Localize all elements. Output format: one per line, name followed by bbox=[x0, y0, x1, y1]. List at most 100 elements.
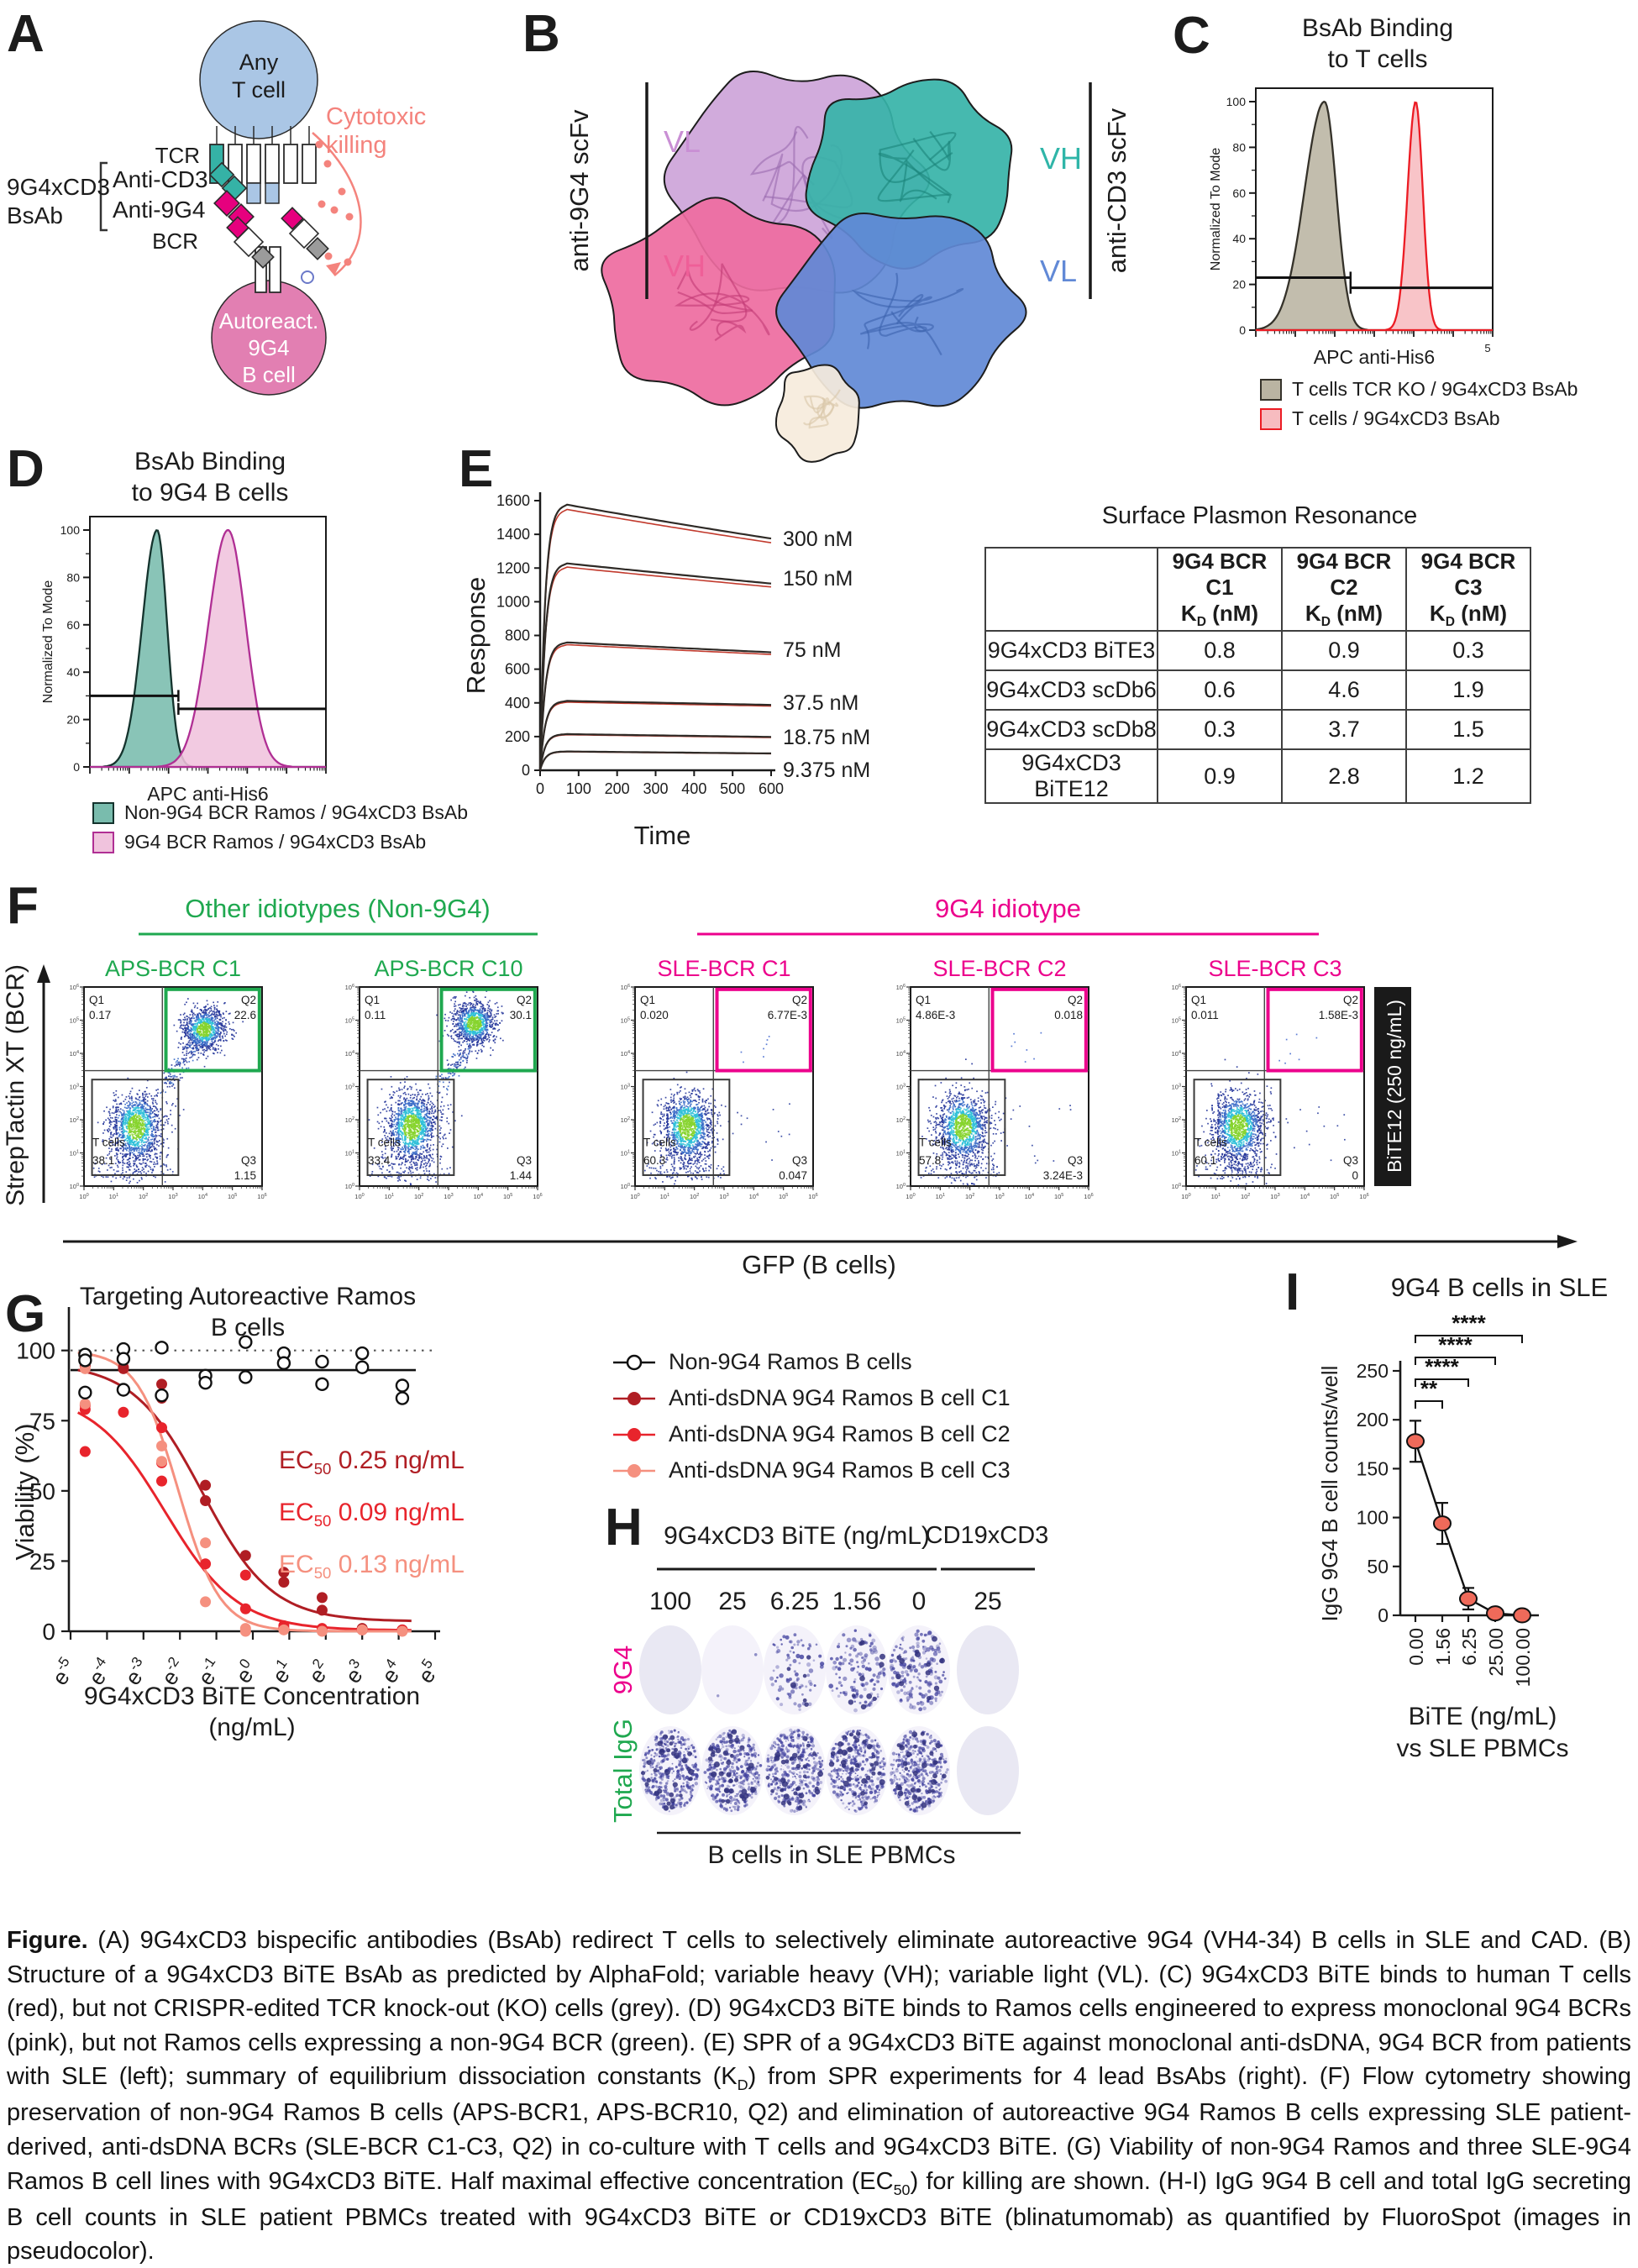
svg-text:500: 500 bbox=[720, 780, 745, 797]
legend-swatch bbox=[92, 831, 114, 853]
spr-kd-value: 1.2 bbox=[1405, 748, 1531, 805]
svg-text:600: 600 bbox=[759, 780, 784, 797]
g-legend-item: Non-9G4 Ramos B cells bbox=[612, 1349, 1011, 1375]
svg-text:Q3: Q3 bbox=[241, 1154, 256, 1167]
data-point-open bbox=[239, 1335, 253, 1349]
g-ec50-labels: EC50 0.25 ng/mL EC50 0.09 ng/mL EC50 0.13 … bbox=[279, 1446, 465, 1603]
a-cytotoxic-label: Cytotoxic killing bbox=[326, 102, 426, 160]
svg-text:9.375 nM: 9.375 nM bbox=[783, 759, 870, 782]
data-point-open bbox=[78, 1385, 92, 1400]
data-point bbox=[278, 1567, 290, 1578]
a-tcell-label: Any T cell bbox=[200, 49, 318, 104]
i-xlabel: BiTE (ng/mL) bbox=[1408, 1703, 1557, 1730]
d-legend: Non-9G4 BCR Ramos / 9G4xCD3 BsAb 9G4 BCR … bbox=[92, 801, 468, 860]
svg-text:100: 100 bbox=[79, 1193, 88, 1200]
dose-curve bbox=[77, 1368, 412, 1623]
svg-text:101: 101 bbox=[70, 1150, 79, 1158]
svg-text:101: 101 bbox=[345, 1150, 354, 1158]
data-point-open bbox=[395, 1391, 410, 1405]
spr-kd-value: 3.7 bbox=[1281, 709, 1407, 751]
a-tcell-line2: T cell bbox=[231, 77, 286, 102]
svg-text:102: 102 bbox=[70, 1116, 79, 1124]
svg-text:BiTE12 (250 ng/mL): BiTE12 (250 ng/mL) bbox=[1383, 1000, 1405, 1173]
legend-label: Non-9G4 BCR Ramos / 9G4xCD3 BsAb bbox=[124, 801, 469, 823]
data-point bbox=[156, 1440, 167, 1452]
spr-row: 9G4xCD3 BiTE12 0.9 2.8 1.2 bbox=[984, 748, 1531, 805]
svg-text:20: 20 bbox=[66, 713, 80, 727]
svg-text:anti-9G4 scFv: anti-9G4 scFv bbox=[564, 109, 594, 271]
spr-kd-value: 1.5 bbox=[1405, 709, 1531, 751]
svg-text:T cells: T cells bbox=[92, 1137, 125, 1149]
legend-label: T cells TCR KO / 9G4xCD3 BsAb bbox=[1292, 378, 1578, 400]
fluorospot-well bbox=[957, 1625, 1019, 1714]
g-legend-item: Anti-dsDNA 9G4 Ramos B cell C1 bbox=[612, 1385, 1011, 1411]
spr-table-wrap: Surface Plasmon Resonance 9G4 BCR C1 KD (… bbox=[984, 502, 1535, 805]
data-point-open bbox=[155, 1341, 169, 1355]
q2-gate bbox=[164, 987, 261, 1073]
svg-text:103: 103 bbox=[345, 1084, 354, 1091]
svg-text:Response: Response bbox=[461, 577, 491, 695]
dose-curve bbox=[77, 1351, 412, 1633]
svg-text:300 nM: 300 nM bbox=[783, 528, 853, 551]
data-point bbox=[156, 1422, 167, 1434]
fluorospot-well bbox=[701, 1726, 764, 1815]
i-data-point bbox=[1459, 1590, 1478, 1607]
flow-plot-SLE-BCR C1: SLE-BCR C1100100101101102102103103104104… bbox=[621, 956, 818, 1200]
spr-kd-value: 2.8 bbox=[1281, 748, 1407, 805]
i-data-point bbox=[1433, 1515, 1452, 1532]
svg-text:0: 0 bbox=[1239, 323, 1246, 337]
svg-text:1.15: 1.15 bbox=[234, 1169, 256, 1182]
t-cells-gate bbox=[366, 1079, 455, 1176]
spr-kd-value: 0.9 bbox=[1281, 630, 1407, 672]
d-title: BsAb Binding to 9G4 B cells bbox=[59, 447, 361, 508]
data-point bbox=[118, 1406, 129, 1418]
q2-gate bbox=[1266, 987, 1363, 1073]
svg-text:APC anti-His6: APC anti-His6 bbox=[1314, 346, 1435, 368]
svg-text:1400: 1400 bbox=[496, 526, 530, 543]
fluorospot-well bbox=[888, 1625, 950, 1714]
svg-text:Other idiotypes (Non-9G4): Other idiotypes (Non-9G4) bbox=[185, 894, 491, 923]
a-bsab-line1: 9G4xCD3 bbox=[7, 174, 110, 200]
data-point-open bbox=[239, 1370, 253, 1384]
svg-text:104: 104 bbox=[474, 1193, 483, 1200]
spr-col-blank bbox=[984, 546, 1158, 633]
fluorospot-well bbox=[826, 1625, 888, 1714]
flow-plot-APS-BCR C10: APS-BCR C10 100100 101 101 102 102 103 103 104 10… bbox=[345, 956, 543, 1200]
c-legend: T cells TCR KO / 9G4xCD3 BsAb T cells / 9… bbox=[1260, 378, 1578, 437]
spr-plot: 0 200 400 600 800 1000 1200 1400 1600 0 100 200 300 4… bbox=[461, 492, 870, 850]
svg-text:104: 104 bbox=[70, 1050, 79, 1058]
histogram-c: 0 20 40 60 80 100 APC anti-His6 Normalized To M… bbox=[1209, 87, 1494, 368]
legend-item: T cells / 9G4xCD3 BsAb bbox=[1260, 407, 1578, 430]
spr-kd-value: 0.8 bbox=[1157, 630, 1283, 672]
data-point bbox=[79, 1398, 91, 1410]
caption-run: (A) 9G4xCD3 bispecific antibodies (BsAb)… bbox=[7, 1927, 1631, 2091]
g-legend: Non-9G4 Ramos B cells Anti-dsDNA 9G4 Ramo… bbox=[612, 1349, 1011, 1494]
caption-run: Figure. bbox=[7, 1927, 88, 1954]
fluorospot-well bbox=[826, 1726, 888, 1815]
legend-swatch bbox=[1260, 378, 1282, 401]
ec50-label: EC50 0.25 ng/mL bbox=[279, 1446, 465, 1478]
svg-text:101: 101 bbox=[109, 1193, 118, 1200]
g-legend-item: Anti-dsDNA 9G4 Ramos B cell C2 bbox=[612, 1421, 1011, 1447]
svg-text:37.5 nM: 37.5 nM bbox=[783, 691, 858, 715]
panel-e-label: E bbox=[459, 440, 494, 498]
g-title: Targeting Autoreactive Ramos B cells bbox=[79, 1283, 417, 1341]
data-point bbox=[396, 1625, 408, 1637]
b-cell-circle bbox=[211, 280, 327, 396]
data-point bbox=[316, 1592, 328, 1604]
d-title-line1: BsAb Binding bbox=[134, 448, 286, 475]
data-point bbox=[156, 1456, 167, 1467]
a-bcr-label: BCR bbox=[152, 228, 198, 254]
svg-text:Time: Time bbox=[634, 821, 691, 850]
data-point bbox=[278, 1576, 290, 1588]
caption-run: ) for killing are shown. (H-I) IgG 9G4 B… bbox=[7, 2167, 1631, 2265]
a-bsab-label: 9G4xCD3 BsAb bbox=[7, 173, 110, 230]
svg-text:100: 100 bbox=[70, 1183, 79, 1190]
legend-item: 9G4 BCR Ramos / 9G4xCD3 BsAb bbox=[92, 831, 468, 853]
panel-a-label: A bbox=[7, 5, 45, 63]
svg-text:APC anti-His6: APC anti-His6 bbox=[147, 783, 268, 805]
